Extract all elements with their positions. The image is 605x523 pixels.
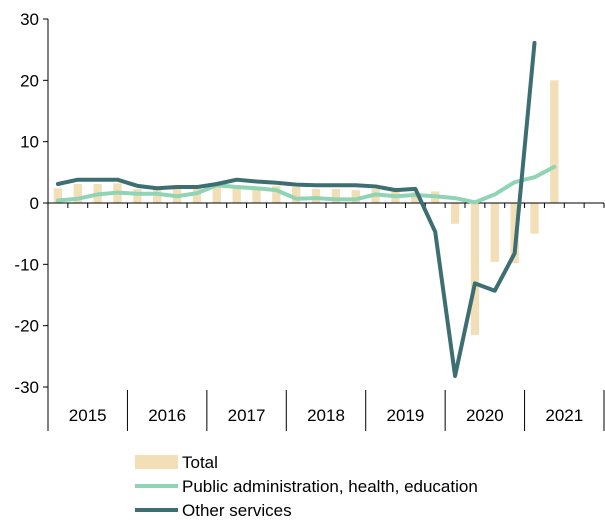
legend: Total Public administration, health, educ… xyxy=(135,453,478,520)
bar-total-2016Q1 xyxy=(133,188,142,203)
y-tick-label: 10 xyxy=(20,133,39,152)
legend-swatch-total xyxy=(135,455,178,469)
bar-total-2015Q1 xyxy=(53,188,63,203)
y-tick-label: 30 xyxy=(20,10,39,29)
x-tick-label-2021: 2021 xyxy=(545,406,583,425)
x-tick-label-2019: 2019 xyxy=(387,406,425,425)
x-tick-label-2016: 2016 xyxy=(148,406,186,425)
y-tick-label: -20 xyxy=(14,317,39,336)
x-tick-label-2015: 2015 xyxy=(69,406,107,425)
axes xyxy=(43,18,605,431)
x-tick-label-2018: 2018 xyxy=(307,406,345,425)
bar-total-2018Q1 xyxy=(292,187,301,203)
bar-total-2016Q2 xyxy=(153,188,162,203)
y-tick-label: -10 xyxy=(14,255,39,274)
y-tick-label: -30 xyxy=(14,378,39,397)
bar-total-2017Q4 xyxy=(272,185,281,203)
bar-total-2015Q2 xyxy=(73,183,82,203)
legend-label-0: Total xyxy=(182,453,218,472)
line-series-1 xyxy=(55,40,537,378)
bar-total-2017Q2 xyxy=(232,187,241,203)
x-tick-labels: 2015 2016 2017 2018 2019 2020 2021 xyxy=(69,406,583,425)
bar-total-2020Q1 xyxy=(450,203,460,224)
x-tick-label-2020: 2020 xyxy=(466,406,504,425)
line-series-group xyxy=(55,40,557,378)
bar-total-2017Q3 xyxy=(252,187,261,203)
bar-total-2019Q3 xyxy=(411,191,420,203)
bar-total-2017Q1 xyxy=(212,187,221,203)
bar-total-2020Q3 xyxy=(490,203,499,262)
line-series-0 xyxy=(55,164,557,205)
bar-total-2018Q2 xyxy=(311,188,321,203)
y-tick-label: 0 xyxy=(30,194,39,213)
bar-total-2021Q2 xyxy=(550,80,559,203)
x-tick-label-2017: 2017 xyxy=(228,406,266,425)
legend-label-1: Public administration, health, education xyxy=(182,477,478,496)
bar-total-2020Q2 xyxy=(470,203,480,335)
y-tick-label: 20 xyxy=(20,71,39,90)
bar-total-2016Q4 xyxy=(192,188,202,203)
legend-label-2: Other services xyxy=(182,501,292,518)
bar-total-2018Q3 xyxy=(331,188,341,203)
y-tick-labels: 30 20 10 0 -10 -20 -30 xyxy=(14,10,39,397)
bar-total-2018Q4 xyxy=(351,190,360,203)
bar-total-2021Q1 xyxy=(530,203,539,234)
